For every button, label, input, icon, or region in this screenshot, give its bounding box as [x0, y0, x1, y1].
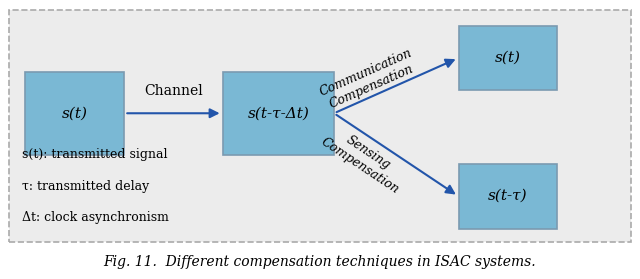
Text: s(t): transmitted signal: s(t): transmitted signal	[22, 148, 167, 161]
Text: s(t): s(t)	[61, 106, 88, 120]
Text: Δt: clock asynchronism: Δt: clock asynchronism	[22, 211, 169, 224]
Text: τ: transmitted delay: τ: transmitted delay	[22, 180, 149, 193]
Bar	[9, 10, 631, 242]
Text: s(t-τ): s(t-τ)	[488, 189, 528, 203]
Text: Fig. 11.  Different compensation techniques in ISAC systems.: Fig. 11. Different compensation techniqu…	[104, 255, 536, 270]
Bar	[459, 26, 557, 90]
Text: Sensing
Compensation: Sensing Compensation	[319, 122, 410, 196]
Bar	[223, 72, 334, 155]
Bar	[26, 72, 124, 155]
Text: s(t-τ-Δt): s(t-τ-Δt)	[248, 106, 310, 120]
Text: s(t): s(t)	[495, 51, 521, 65]
Text: Communication
Compensation: Communication Compensation	[317, 47, 420, 113]
Bar	[459, 164, 557, 229]
Text: Channel: Channel	[144, 84, 203, 98]
